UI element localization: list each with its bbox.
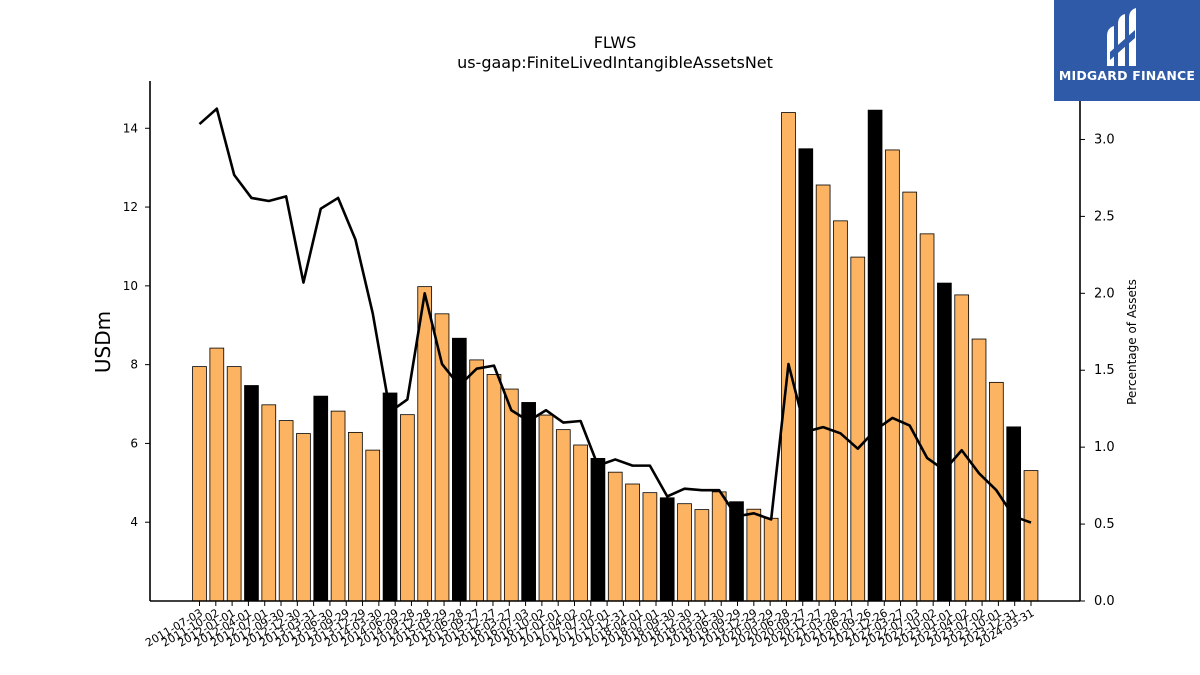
pct-assets-series (198, 107, 1032, 524)
bar (885, 149, 900, 602)
y2-tick-label: 3.0 (1094, 132, 1115, 147)
y2-tick-label: 0.0 (1094, 594, 1115, 609)
y-tick-label: 12 (123, 200, 138, 214)
bar (590, 457, 606, 602)
bar (798, 148, 814, 602)
y-tick-label: 14 (123, 121, 138, 135)
bar (296, 433, 311, 602)
midgard-logo-icon (1107, 8, 1136, 66)
bar (417, 286, 433, 602)
bar (763, 517, 779, 602)
bar (867, 109, 883, 602)
bar (469, 359, 484, 602)
bar (261, 404, 277, 602)
y2-tick-label: 0.5 (1094, 517, 1115, 532)
bar (486, 374, 502, 602)
bar (365, 449, 381, 602)
bar (209, 347, 225, 602)
y2-tick-label: 2.0 (1094, 286, 1115, 301)
left-y-axis: 4 6 8 10 12 14 (123, 121, 150, 529)
bar (833, 220, 848, 602)
pct-assets-line (198, 107, 1032, 524)
y-tick-label: 10 (123, 279, 138, 293)
y-tick-label: 4 (130, 515, 138, 529)
bar (330, 410, 346, 602)
bar (1023, 470, 1039, 602)
chart-subtitle: us-gaap:FiniteLivedIntangibleAssetsNet (457, 53, 773, 72)
bar (781, 112, 796, 602)
brand-logo: MIDGARD FINANCE (1054, 0, 1200, 101)
chart-title: FLWS (594, 33, 637, 52)
bar (902, 191, 918, 602)
bar (244, 385, 259, 602)
bar (538, 414, 554, 602)
bar (278, 420, 294, 602)
bar (400, 414, 415, 602)
y2-tick-label: 1.5 (1094, 363, 1115, 378)
bar-series (192, 109, 1039, 602)
bar (555, 429, 571, 602)
bar (192, 366, 207, 602)
y2-axis-label: Percentage of Assets (1125, 279, 1139, 405)
bar (625, 483, 640, 602)
brand-logo-text: MIDGARD FINANCE (1058, 68, 1196, 83)
bar (850, 256, 866, 602)
bar (313, 395, 329, 602)
bar (521, 402, 536, 602)
bar (607, 471, 623, 602)
bar (815, 184, 831, 602)
y2-tick-label: 1.0 (1094, 440, 1115, 455)
axes (149, 81, 1081, 602)
bar (348, 431, 363, 602)
bar (642, 492, 658, 602)
bar (226, 366, 242, 602)
bar (711, 491, 727, 602)
bar (382, 392, 398, 602)
bar (919, 233, 935, 602)
bar (1006, 426, 1022, 602)
bar (746, 508, 762, 602)
bar (971, 338, 987, 602)
bar (573, 444, 588, 602)
bar (694, 509, 710, 602)
bar (677, 503, 692, 602)
bar (503, 388, 519, 602)
bar (937, 282, 952, 602)
bar (954, 294, 970, 602)
y-axis-label: USDm (91, 311, 115, 373)
y2-tick-label: 2.5 (1094, 209, 1115, 224)
y-tick-label: 8 (130, 358, 138, 372)
x-axis: 2011-07-032011-10-022012-01-012012-04-01… (143, 601, 1037, 650)
bar (434, 313, 450, 602)
bar (659, 497, 675, 602)
y-tick-label: 6 (130, 436, 138, 450)
right-y-axis: 0.0 0.5 1.0 1.5 2.0 2.5 3.0 (1080, 132, 1115, 609)
